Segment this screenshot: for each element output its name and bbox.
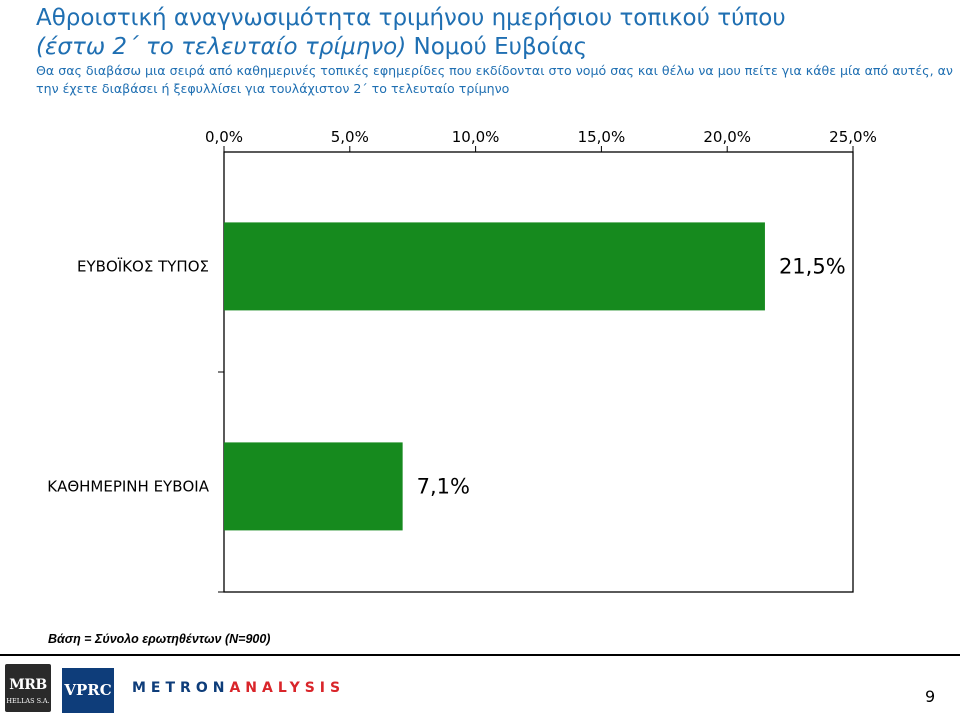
readership-bar-chart: 0,0% 5,0% 10,0% 15,0% 20,0% 25,0% ΕΥΒΟΪΚΟΣ ΤΥΠ…: [47, 128, 877, 593]
title-line1: Αθροιστική αναγνωσιμότητα τριμήνου ημερή…: [36, 5, 786, 31]
category-label: ΚΑΘΗΜΕΡΙΝΗ ΕΥΒΟΙΑ: [47, 477, 210, 495]
bar: [224, 442, 403, 531]
mrb-logo: MRB HELLAS S.A.: [5, 664, 51, 712]
base-note: Βάση = Σύνολο ερωτηθέντων (N=900): [48, 632, 271, 646]
category-label: ΕΥΒΟΪΚΟΣ ΤΥΠΟΣ: [77, 256, 209, 275]
x-tick-label: 0,0%: [205, 128, 243, 146]
vprc-logo: VPRC: [62, 668, 114, 713]
footer-divider: [0, 654, 960, 656]
metron-analysis-logo: METRONANALYSIS: [132, 680, 346, 696]
footer-logos: MRB HELLAS S.A. VPRC METRONANALYSIS: [0, 660, 960, 715]
x-tick-label: 20,0%: [703, 128, 751, 146]
x-tick-label: 25,0%: [829, 128, 877, 146]
title-rest: Νομού Ευβοίας: [406, 34, 588, 60]
page-title: Αθροιστική αναγνωσιμότητα τριμήνου ημερή…: [36, 4, 951, 62]
data-label: 7,1%: [417, 474, 470, 498]
question-text: Θα σας διαβάσω μια σειρά από καθημερινές…: [36, 63, 953, 96]
x-tick-label: 15,0%: [578, 128, 626, 146]
page-number: 9: [925, 687, 936, 706]
x-tick-label: 5,0%: [331, 128, 369, 146]
x-tick-label: 10,0%: [452, 128, 500, 146]
data-label: 21,5%: [779, 254, 846, 278]
bar: [224, 222, 765, 311]
title-italic-part: (έστω 2΄ το τελευταίο τρίμηνο): [36, 34, 407, 60]
